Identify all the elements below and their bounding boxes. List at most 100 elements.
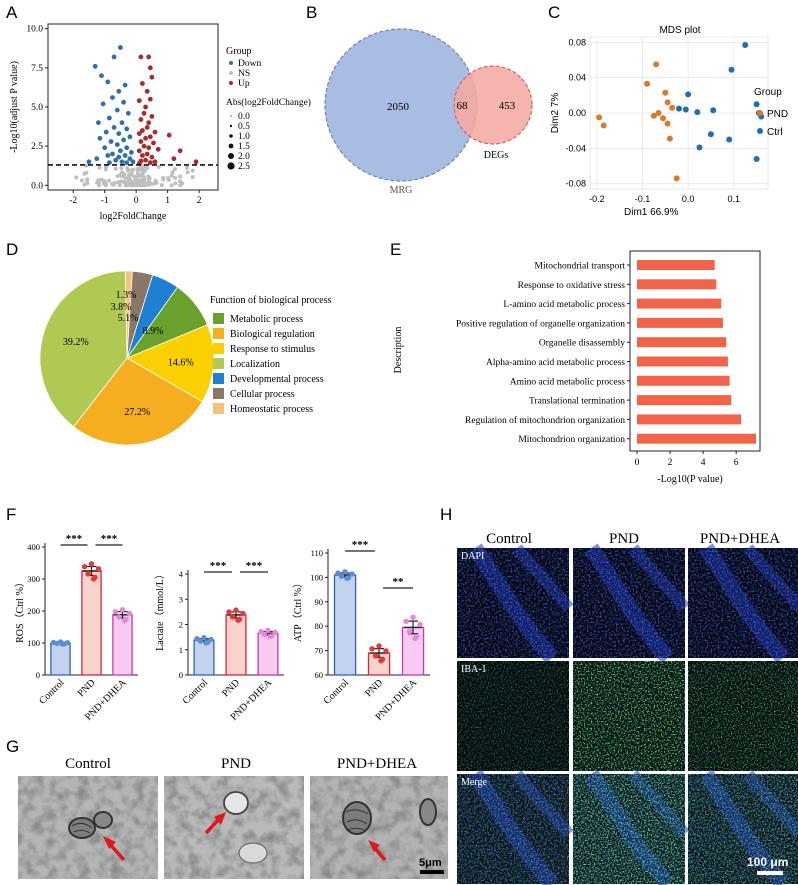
volcano-point-ns: [137, 173, 142, 178]
mds-point-pnd: [660, 115, 666, 122]
bar-ytick-label: 1: [179, 645, 183, 655]
bar-ytick-label: 2: [179, 620, 183, 630]
volcano-point-ns: [139, 183, 144, 188]
volcano-point-ns: [184, 165, 189, 170]
em-pnddhea-mitochondrion-2: [419, 798, 437, 826]
volcano-point-ns: [178, 174, 183, 179]
volcano-point-up: [193, 159, 199, 165]
arrow-icon-head: [103, 836, 116, 849]
pie-legend-localization: Localization: [230, 359, 280, 370]
significance-stars: ***: [66, 533, 83, 545]
legend-down-dot: [229, 61, 233, 65]
volcano-ytick-label: 0.0: [31, 181, 43, 191]
volcano-point-ns: [169, 173, 174, 178]
volcano-point-down: [116, 154, 122, 160]
volcano-point-ns: [156, 165, 161, 169]
legend-size-dot-0: [230, 115, 232, 117]
bar-data-point: [267, 633, 273, 640]
significance-stars: ***: [101, 533, 118, 545]
mds-xtick-label: -0.2: [589, 194, 605, 204]
mds-point-pnd: [662, 89, 669, 96]
volcano-point-up: [149, 154, 155, 160]
enrichment-bar: [637, 317, 723, 328]
legend-size-dot-1: [229, 124, 233, 128]
bar: [50, 642, 71, 676]
volcano-point-ns: [74, 175, 79, 180]
mds-point-pnd: [664, 99, 671, 106]
bar-data-point: [410, 614, 416, 620]
bar-data-point: [64, 640, 71, 646]
volcano-point-ns: [170, 170, 175, 175]
volcano-point-up: [141, 110, 147, 116]
enrichment-category: L-amino acid metabolic process: [503, 300, 625, 310]
volcano-point-up: [143, 135, 149, 141]
volcano-point-ns: [99, 177, 104, 182]
enrichment-xtick-label: 6: [734, 458, 739, 468]
pie-legend-swatch-metabolic: [213, 313, 224, 324]
enrichment-bar: [637, 414, 742, 425]
enrichment-bar: [637, 337, 727, 348]
enrichment-bar: [637, 260, 715, 270]
volcano-point-up: [147, 160, 153, 166]
mds-xtick-label: -0.1: [635, 194, 651, 204]
volcano-point-up: [166, 132, 172, 138]
panel-label-d: D: [6, 240, 18, 259]
volcano-xtick-label: 1: [165, 196, 170, 206]
bar-data-point: [406, 628, 413, 635]
bar-data-point: [208, 636, 214, 643]
volcano-xtick-label: 0: [134, 196, 139, 206]
volcano-point-ns: [115, 174, 120, 179]
enrichment-bar: [637, 356, 728, 367]
bar-ytick-label: 0: [36, 670, 40, 680]
mds-xtick-label: 0.0: [682, 194, 695, 204]
volcano-point-up: [144, 88, 150, 94]
volcano-point-ns: [117, 180, 122, 185]
legend-size-dot-2: [229, 134, 233, 138]
volcano-point-up: [152, 159, 158, 165]
ih-dapi-control-dapi-texture: [457, 548, 569, 658]
volcano-point-down: [122, 82, 128, 88]
ih-dapi-pnd-dapi-texture: [573, 548, 685, 658]
enrichment-category: Positive regulation of organelle organiz…: [456, 318, 625, 329]
panel-h-fluorescence: Control PND PND+DHEA DAPI IBA-1 Merge 10…: [457, 531, 798, 885]
mds-point-ctrl: [682, 106, 689, 113]
mds-ylabel: Dim2 7%: [550, 93, 561, 134]
volcano-point-up: [143, 157, 149, 163]
significance-stars: ***: [210, 560, 227, 572]
volcano-point-up: [136, 98, 142, 104]
bar-category-label: PND: [76, 677, 98, 699]
volcano-point-up: [177, 148, 183, 154]
enrichment-bar: [637, 375, 730, 386]
mds-ytick-label: 0.04: [568, 73, 586, 83]
volcano-point-ns: [140, 169, 145, 174]
ros-ylabel: ROS（Ctrl %）: [14, 577, 26, 643]
pie-legend-cellular: Cellular process: [230, 389, 295, 400]
em-pnd-swollen-mitochondrion: [223, 791, 249, 815]
enrichment-bar: [637, 433, 756, 444]
volcano-point-ns: [122, 175, 127, 180]
volcano-point-down: [107, 160, 112, 166]
volcano-point-up: [151, 140, 156, 146]
bar-data-point: [335, 570, 341, 576]
em-col-pnddhea: PND+DHEA: [337, 756, 417, 772]
em-pnddhea-cristae: [345, 809, 369, 832]
em-pnddhea-mitochondrion-1: [342, 801, 372, 835]
volcano-point-up: [147, 134, 153, 140]
bar-data-point: [376, 643, 382, 649]
mds-xtick-label: 0.1: [728, 194, 741, 204]
mds-point-ctrl: [685, 91, 692, 98]
volcano-point-down: [124, 145, 130, 151]
bar-data-point: [85, 571, 91, 577]
bar-data-point: [265, 627, 271, 634]
pie-slice-label: 27.2%: [124, 407, 150, 418]
pie-slice-label: 39.2%: [63, 337, 89, 348]
mds-point-ctrl: [728, 66, 735, 73]
volcano-point-up: [140, 128, 145, 133]
volcano-point-up: [149, 74, 155, 80]
enrichment-category: Alpha-amino acid metabolic process: [486, 358, 625, 368]
legend-size-3: 1.5: [238, 142, 250, 152]
volcano-point-down: [113, 157, 119, 163]
enrichment-category: Translational termination: [529, 397, 625, 407]
volcano-point-up: [136, 131, 142, 137]
